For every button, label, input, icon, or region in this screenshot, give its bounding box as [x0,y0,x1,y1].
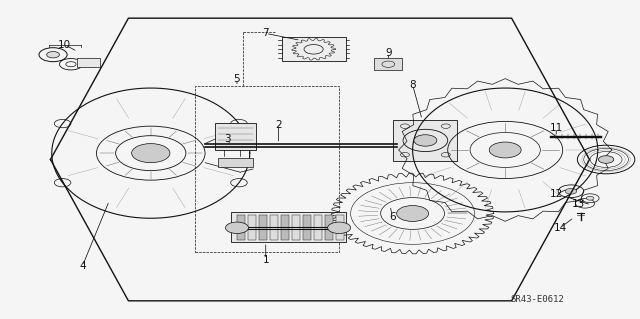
Bar [230,212,346,242]
Text: SR43-E0612: SR43-E0612 [510,295,564,304]
Text: 8: 8 [410,80,416,90]
Text: 5: 5 [234,73,240,84]
Text: 14: 14 [554,223,567,233]
Bar [270,215,278,240]
Circle shape [598,156,614,163]
Bar [214,123,256,150]
Bar [314,215,323,240]
Circle shape [565,189,577,194]
Circle shape [225,222,248,234]
Circle shape [47,51,60,58]
Bar [325,215,333,240]
Circle shape [132,144,170,163]
Text: 9: 9 [386,48,392,58]
Text: 1: 1 [262,255,269,264]
Circle shape [586,196,594,200]
Text: 3: 3 [224,134,230,144]
Bar [248,215,256,240]
Circle shape [414,135,437,146]
Text: 7: 7 [262,28,269,38]
Text: 2: 2 [275,120,282,130]
Text: 6: 6 [389,212,396,222]
Circle shape [397,205,429,221]
Bar [281,215,289,240]
Circle shape [489,142,521,158]
Bar [218,158,253,167]
Bar [259,215,268,240]
Bar [195,86,339,252]
Bar [77,58,100,67]
Text: 12: 12 [550,189,563,199]
Text: 11: 11 [550,123,563,133]
Circle shape [328,222,351,234]
Bar [292,215,300,240]
Bar [374,58,403,70]
Bar [336,215,344,240]
Bar [303,215,311,240]
Text: 4: 4 [79,261,86,271]
Bar [394,120,458,161]
Bar [282,37,346,61]
Text: 10: 10 [58,40,71,49]
Text: 13: 13 [572,199,585,209]
Bar [237,215,245,240]
